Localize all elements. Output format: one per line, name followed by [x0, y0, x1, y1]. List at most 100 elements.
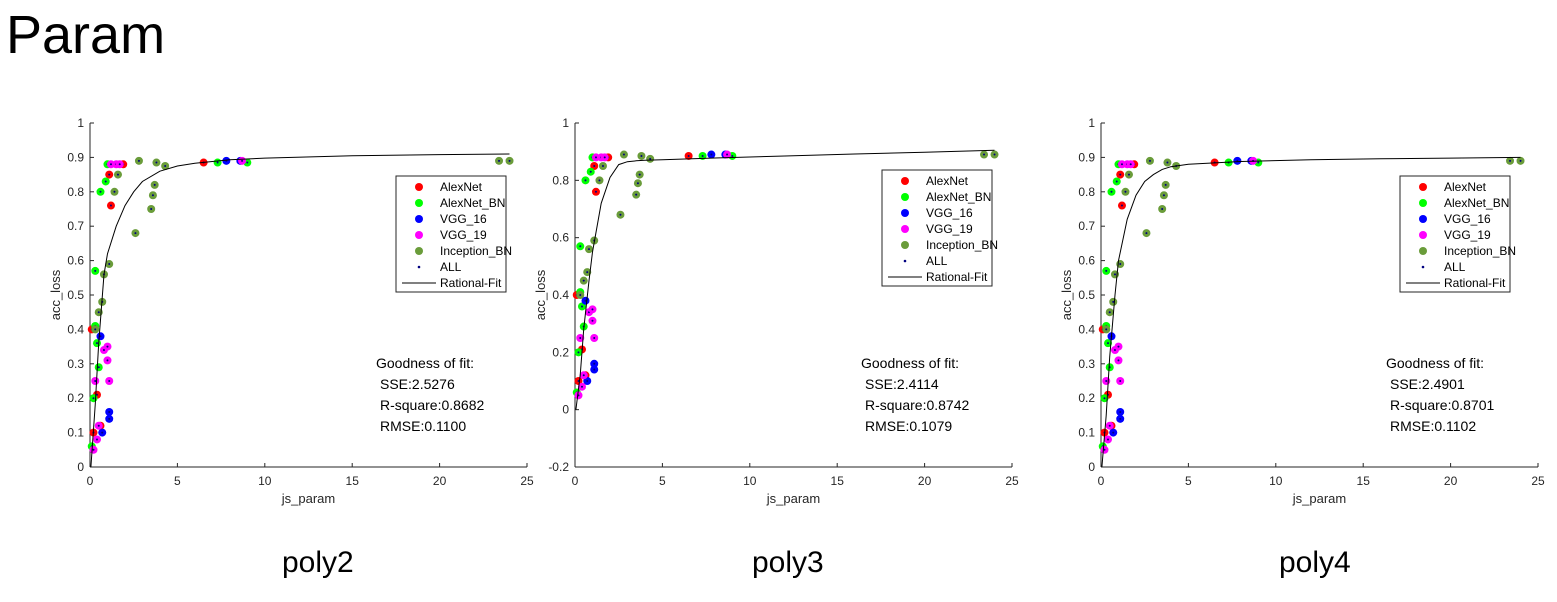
point-all: [1120, 204, 1123, 207]
point-all: [1166, 161, 1169, 164]
point-all: [636, 182, 639, 185]
point-all: [638, 173, 641, 176]
x-tick-label: 25: [1005, 474, 1019, 488]
gof-rsquare: R-square:0.8742: [865, 397, 970, 413]
gof-rmse: RMSE:0.1102: [1390, 418, 1476, 434]
point-all: [1257, 161, 1260, 164]
legend-swatch-vgg-16: [901, 209, 909, 217]
point-all: [1105, 269, 1108, 272]
point-all: [1119, 380, 1122, 382]
legend-swatch-inception-bn: [415, 247, 423, 255]
point-all: [591, 308, 594, 311]
legend-label: Inception_BN: [926, 238, 998, 252]
y-tick-label: 0: [1088, 460, 1095, 474]
point-all: [1105, 328, 1108, 331]
y-tick-label: -0.2: [548, 460, 569, 474]
point-all: [92, 397, 95, 400]
point-all: [216, 161, 219, 164]
legend-swatch-alexnet-bn: [415, 199, 423, 207]
legend-label: Rational-Fit: [1444, 276, 1506, 290]
y-tick-label: 0.4: [552, 288, 569, 302]
rational-fit-curve: [1101, 156, 1521, 468]
x-tick-label: 0: [87, 474, 94, 488]
point-all: [99, 335, 102, 338]
point-all: [1124, 190, 1127, 193]
x-tick-label: 25: [1531, 474, 1545, 488]
y-axis-label: acc_loss: [1059, 269, 1074, 320]
point-all: [1103, 448, 1106, 451]
legend-label: AlexNet_BN: [1444, 196, 1509, 210]
y-tick-label: 0.8: [1078, 185, 1095, 199]
point-all: [95, 393, 98, 396]
point-all: [1113, 273, 1116, 276]
y-axis-label: acc_loss: [533, 269, 548, 320]
legend-label: VGG_19: [1444, 228, 1491, 242]
point-all: [594, 190, 597, 193]
y-tick-label: 0.3: [67, 357, 84, 371]
point-all: [106, 345, 109, 348]
point-all: [498, 159, 501, 162]
legend-label: VGG_16: [926, 206, 973, 220]
point-all: [619, 213, 622, 216]
point-all: [155, 161, 158, 164]
point-all: [1509, 159, 1512, 162]
gof-sse: SSE:2.4901: [1390, 376, 1465, 392]
y-tick-label: 0.5: [1078, 288, 1095, 302]
point-all: [108, 173, 111, 176]
y-tick-label: 0.6: [1078, 254, 1095, 268]
point-all: [593, 368, 596, 371]
y-tick-label: 0.4: [1078, 322, 1095, 336]
point-all: [1164, 183, 1167, 186]
point-all: [983, 153, 986, 156]
point-all: [1161, 208, 1164, 210]
point-all: [589, 170, 592, 173]
point-all: [1106, 342, 1109, 345]
point-all: [649, 157, 652, 160]
point-all: [579, 245, 582, 248]
point-all: [1129, 163, 1132, 166]
y-tick-label: 0.7: [1078, 219, 1095, 233]
legend-label: VGG_19: [926, 222, 973, 236]
point-all: [1117, 345, 1120, 348]
point-all: [640, 154, 643, 157]
point-all: [1113, 349, 1116, 352]
legend-label: ALL: [1444, 260, 1466, 274]
legend-label: Rational-Fit: [926, 270, 988, 284]
point-all: [580, 305, 583, 308]
point-all: [601, 165, 604, 167]
legend-swatch-alexnet: [1419, 183, 1427, 191]
point-all: [108, 410, 111, 413]
x-tick-label: 10: [1269, 474, 1283, 488]
y-tick-label: 1: [77, 116, 84, 130]
legend-label: AlexNet: [926, 174, 969, 188]
point-all: [1148, 159, 1151, 162]
x-tick-label: 20: [1444, 474, 1458, 488]
point-all: [109, 163, 112, 166]
point-all: [580, 385, 583, 388]
point-all: [584, 299, 587, 302]
x-tick-label: 20: [918, 474, 932, 488]
gof-title: Goodness of fit:: [861, 355, 959, 371]
point-all: [92, 448, 95, 451]
point-all: [603, 156, 606, 159]
y-tick-label: 0.8: [67, 185, 84, 199]
y-tick-label: 0.1: [1078, 426, 1095, 440]
point-all: [102, 349, 105, 352]
legend-label: VGG_16: [1444, 212, 1491, 226]
point-all: [1119, 263, 1122, 266]
y-tick-label: 0.6: [552, 231, 569, 245]
point-all: [1119, 410, 1122, 413]
point-all: [116, 173, 119, 176]
x-tick-label: 15: [1357, 474, 1371, 488]
legend: AlexNet AlexNet_BN VGG_16 VGG_19 Inception_B…: [881, 169, 998, 287]
point-all: [95, 342, 98, 345]
legend-swatch-alexnet-bn: [1419, 199, 1427, 207]
point-all: [622, 153, 625, 156]
gof-rmse: RMSE:0.1100: [380, 418, 466, 434]
chart-panel-poly2: 0 5 10 15 20 25 0 0.1 0.2 0.3 0.4 0.5 0.6 0.7 0.8 0.9 1 j…: [30, 100, 550, 520]
point-all: [94, 328, 97, 331]
caption-poly4: poly4: [1279, 546, 1351, 579]
point-all: [584, 179, 587, 182]
point-all: [1106, 438, 1109, 441]
legend-label: ALL: [926, 254, 948, 268]
